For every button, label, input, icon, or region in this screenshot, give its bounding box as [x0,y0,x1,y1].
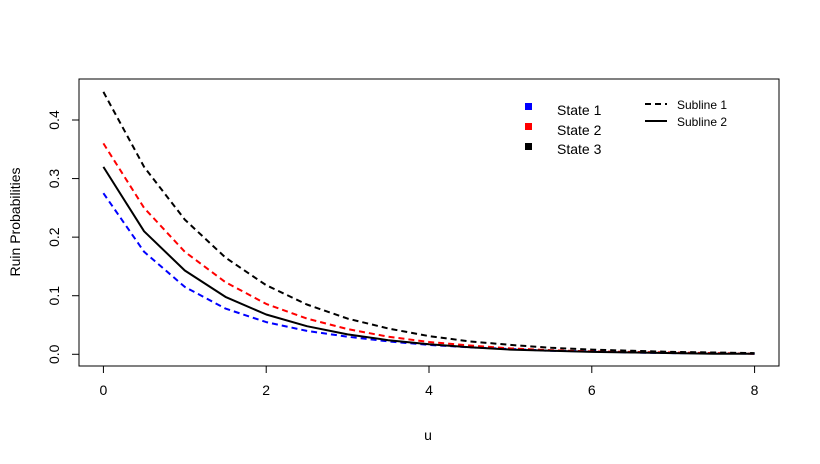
series-layer [102,91,755,355]
legend-state-1-label: State 1 [557,102,602,118]
y-axis: 0.0 0.1 0.2 0.3 0.4 [46,110,80,364]
x-tick-label: 6 [588,382,596,398]
x-axis-label: u [424,427,432,443]
y-tick-label: 0.1 [46,286,62,306]
series-line-2 [102,142,755,355]
plot-frame [78,78,780,367]
series-line-1 [102,192,755,355]
legend-state-2-label: State 2 [557,122,602,138]
x-tick-label: 8 [751,382,759,398]
series-line-3 [102,91,755,355]
series-line-4 [102,166,755,355]
legend-states: State 1 State 2 State 3 [525,102,602,157]
legend-state-3-marker [525,143,532,150]
legend-state-3-label: State 3 [557,141,602,157]
x-axis: 0 2 4 6 8 [100,365,759,398]
legend-sublines: Subline 1 Subline 2 [645,98,727,129]
legend-subline-2-label: Subline 2 [677,115,727,129]
x-tick-label: 2 [262,382,270,398]
legend-state-1-marker [525,103,532,110]
x-tick-label: 0 [100,382,108,398]
y-tick-label: 0.2 [46,227,62,247]
legend-subline-1-label: Subline 1 [677,98,727,112]
legend-state-2-marker [525,123,532,130]
y-tick-label: 0.4 [46,110,62,130]
x-tick-label: 4 [425,382,433,398]
y-tick-label: 0.3 [46,169,62,189]
y-tick-label: 0.0 [46,344,62,364]
y-axis-label: Ruin Probabilities [7,168,23,277]
